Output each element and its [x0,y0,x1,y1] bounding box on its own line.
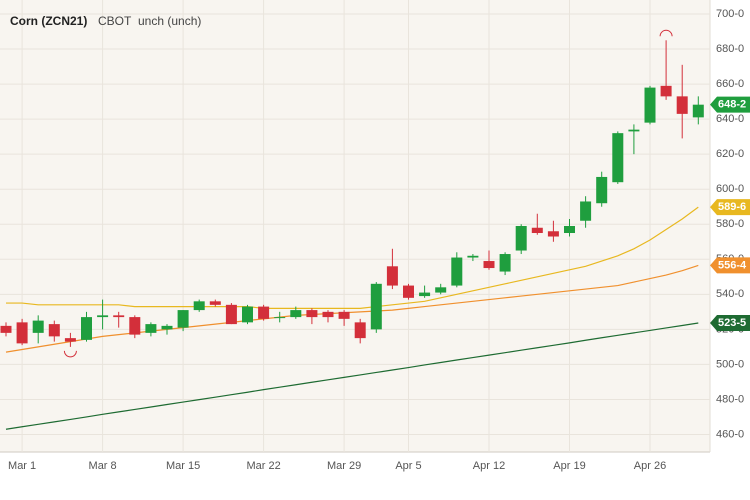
candle-body [660,85,672,97]
candle-body [242,306,253,323]
candle-body [193,301,205,311]
x-tick-label: Mar 22 [246,460,280,472]
candle-body [274,317,286,319]
candle-body [338,311,350,319]
price-tag [710,257,750,274]
candle-body [483,261,495,269]
y-tick-label: 540-0 [716,288,744,300]
moving-average-line [5,322,699,430]
candle-body [531,227,543,234]
candle-body [113,315,125,318]
y-tick-label: 460-0 [716,428,744,440]
price-tag-label: 648-2 [718,99,746,111]
price-tag-label: 523-5 [718,317,746,329]
candle-body [258,306,270,319]
low-marker [63,350,77,358]
moving-average-line [6,206,699,309]
y-tick-label: 640-0 [716,113,744,125]
candle-body [419,292,431,297]
candle-body [225,304,237,325]
candle-body [48,324,60,337]
candle-body [0,325,12,333]
candle-body [612,133,624,183]
candle-body [370,283,382,330]
x-tick-label: Mar 1 [8,460,36,472]
price-tag [710,315,750,332]
candle-body [129,317,141,335]
candle-body [322,311,334,318]
candle-body [580,201,592,221]
price-tag [710,199,750,216]
y-tick-label: 580-0 [716,218,744,230]
x-tick-label: Apr 5 [395,460,421,472]
candle-body [676,96,688,114]
x-tick-label: Mar 29 [327,460,361,472]
candle-body [354,322,366,339]
candle-body [145,324,157,333]
candle-body [628,129,640,132]
price-tag-label: 589-6 [718,201,746,213]
moving-average-line [5,264,699,353]
candle-body [692,104,704,118]
candle-body [306,310,318,318]
candle-body [97,315,109,318]
candle-body [435,287,447,293]
candle-body [644,87,656,123]
y-tick-label: 480-0 [716,393,744,405]
candle-body [209,301,221,305]
grid [0,0,710,452]
plot-background [0,0,710,452]
x-tick-label: Mar 15 [166,460,200,472]
candle-body [177,310,189,328]
candle-body [403,285,414,298]
marks [0,29,704,430]
x-tick-label: Apr 26 [634,460,666,472]
y-tick-label: 620-0 [716,148,744,160]
x-tick-label: Apr 12 [473,460,505,472]
labels: 460-0480-0500-0520-0540-0560-0580-0600-0… [8,8,750,472]
candle-body [32,320,44,333]
candle-body [16,322,28,344]
change: unch (unch) [138,14,201,28]
exchange: CBOT [98,14,132,28]
price-tag-label: 556-4 [718,259,747,271]
candle-body [515,226,527,251]
candle-body [161,325,173,330]
y-tick-label: 700-0 [716,8,744,20]
x-tick-label: Mar 8 [89,460,117,472]
candle-body [386,266,398,286]
candle-body [451,257,463,286]
y-tick-label: 660-0 [716,78,744,90]
y-tick-label: 600-0 [716,183,744,195]
y-tick-label: 680-0 [716,43,744,55]
price-tag [710,96,750,113]
candle-body [81,317,92,340]
y-tick-label: 500-0 [716,358,744,370]
candle-body [547,231,559,237]
candle-body [64,338,76,342]
chart-title: Corn (ZCN21) [10,14,87,28]
candle-body [467,255,479,258]
candle-body [596,176,608,204]
x-tick-label: Apr 19 [553,460,585,472]
high-marker [659,29,673,37]
candle-body [290,310,302,318]
candle-body [564,226,575,234]
candle-body [499,254,511,272]
